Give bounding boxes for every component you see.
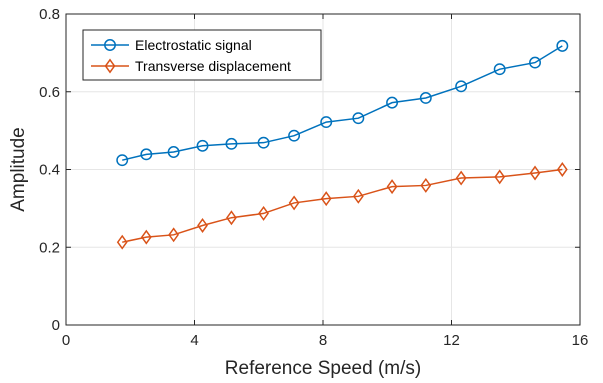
data-point [556, 39, 569, 52]
y-tick-label: 0.6 [39, 84, 60, 101]
axis-ticks: 0 4 8 12 16 0 0.2 0.4 0.6 0.8 [39, 6, 588, 349]
data-point [258, 205, 269, 221]
x-tick-label: 12 [443, 332, 460, 349]
series-1 [116, 39, 569, 167]
y-tick-label: 0.2 [39, 239, 60, 256]
data-point [197, 217, 208, 233]
data-point [455, 170, 467, 186]
data-point [257, 136, 270, 149]
data-point [494, 169, 506, 185]
data-point [196, 139, 209, 152]
data-point [420, 177, 432, 193]
data-point [167, 146, 180, 158]
data-point [225, 137, 238, 150]
legend-box [82, 29, 322, 81]
data-point [140, 229, 152, 245]
y-tick-label: 0.4 [39, 162, 60, 179]
legend-marker [104, 58, 116, 74]
data-point [168, 227, 180, 243]
legend-item: Transverse displacement [91, 58, 291, 74]
legend-label: Transverse displacement [135, 58, 291, 74]
data-point [116, 154, 129, 167]
data-point [529, 165, 541, 181]
data-point [352, 112, 365, 125]
series-2 [116, 162, 568, 250]
series-line [122, 45, 563, 161]
legend-marker [104, 39, 116, 51]
data-point [320, 116, 333, 129]
data-point [288, 129, 301, 142]
data-point [419, 92, 432, 104]
x-tick-label: 16 [572, 332, 589, 349]
data-point [352, 188, 364, 204]
legend-label: Electrostatic signal [135, 37, 252, 53]
series-line [122, 168, 563, 243]
data-point [288, 195, 300, 211]
legend-item: Electrostatic signal [91, 37, 252, 53]
legend: Electrostatic signal Transverse displacem… [82, 29, 322, 81]
data-point [493, 63, 506, 76]
data-point [386, 96, 399, 109]
data-point [386, 179, 398, 195]
y-tick-label: 0 [52, 317, 60, 334]
x-tick-label: 8 [319, 332, 327, 349]
data-point [226, 210, 237, 226]
y-tick-label: 0.8 [39, 6, 60, 23]
data-point [320, 191, 332, 207]
data-point [556, 162, 568, 177]
series-layer [116, 39, 569, 250]
x-axis-label: Reference Speed (m/s) [225, 358, 421, 379]
x-tick-label: 4 [190, 332, 198, 349]
x-tick-label: 0 [62, 332, 70, 349]
data-point [455, 80, 468, 93]
data-point [140, 148, 153, 161]
y-axis-label: Amplitude [8, 127, 29, 212]
data-point [529, 56, 541, 69]
data-point [116, 234, 128, 250]
